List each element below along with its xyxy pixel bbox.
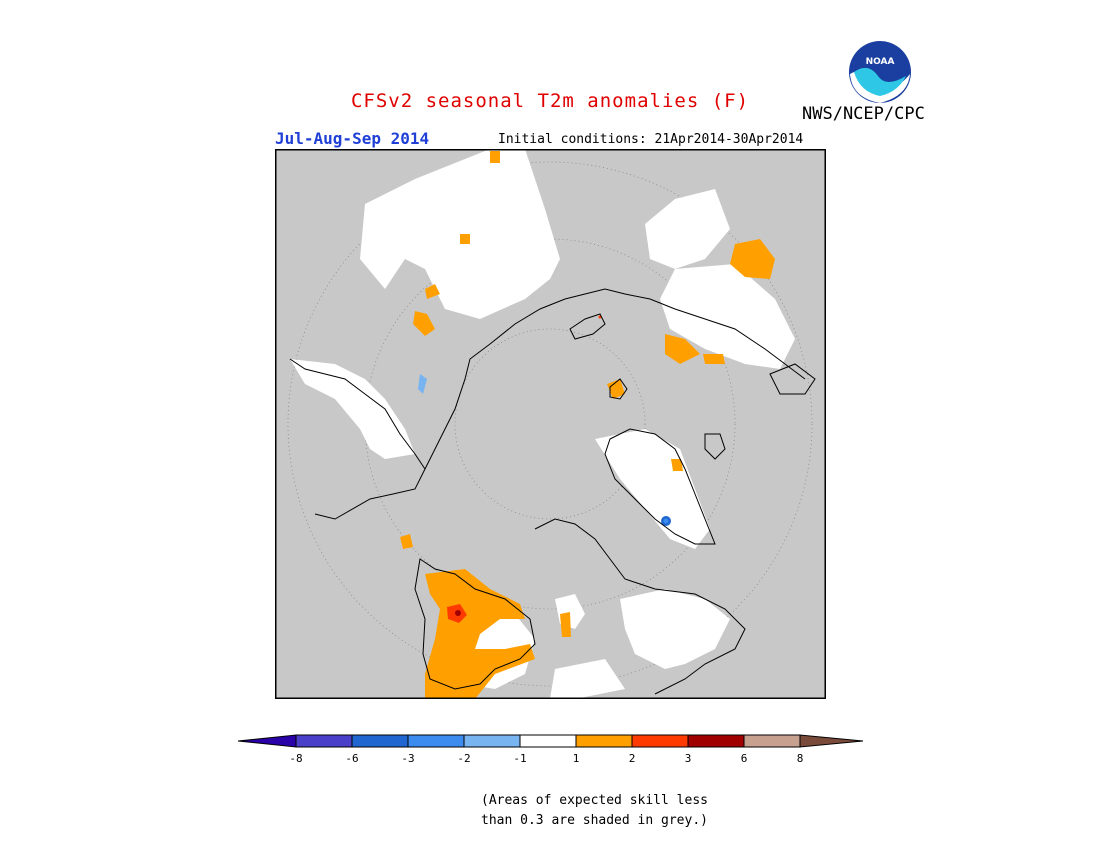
skill-note-line2: than 0.3 are shaded in grey.) — [481, 813, 708, 828]
skill-note-line1: (Areas of expected skill less — [481, 793, 708, 808]
coastline-europe — [289, 358, 426, 520]
orange-region-greenland — [671, 459, 683, 471]
colorbar-tick-label: -6 — [345, 752, 359, 765]
orange-region-siberia-small — [703, 354, 725, 364]
orange-region-hudson — [560, 612, 571, 637]
colorbar-tick-label: -3 — [401, 752, 415, 765]
coastline-north-america — [534, 518, 746, 695]
coastline-sakhalin — [569, 313, 606, 340]
colorbar-tick-label: 3 — [684, 752, 692, 765]
white-region-greenland — [595, 429, 710, 549]
coastline-new-siberian-islands — [609, 378, 628, 400]
coastline-iceland — [704, 433, 726, 460]
colorbar-tick-label: -8 — [289, 752, 303, 765]
latitude-circle-75 — [454, 328, 646, 520]
initial-conditions-label: Initial conditions: 21Apr2014-30Apr2014 — [498, 132, 804, 147]
polar-anomaly-map — [275, 149, 826, 699]
map-title: CFSv2 seasonal T2m anomalies (F) — [350, 90, 750, 112]
white-region-europe — [290, 359, 415, 459]
colorbar-segment — [631, 734, 689, 748]
coastline-eurasia-arctic — [424, 288, 806, 470]
colorbar-tick-label: 6 — [740, 752, 748, 765]
white-region-pacific — [550, 659, 625, 699]
skill-note: (Areas of expected skill less than 0.3 a… — [481, 791, 708, 831]
orange-region-east-asia — [730, 239, 775, 279]
white-region-arctic-canada — [620, 589, 730, 669]
colorbar-tick-label: -1 — [513, 752, 527, 765]
light-blue-region-europe — [418, 374, 427, 394]
orange-region-arctic-ocean — [607, 379, 625, 399]
colorbar-tick-label: 1 — [572, 752, 580, 765]
colorbar-tick-label: -2 — [457, 752, 471, 765]
noaa-logo-icon: NOAA — [849, 41, 911, 103]
colorbar-tick-label: 2 — [628, 752, 636, 765]
orange-region-top — [490, 151, 500, 163]
colorbar-segment — [743, 734, 801, 748]
colorbar-arrow-right — [799, 734, 863, 748]
orange-region-europe-north — [413, 311, 435, 336]
season-label: Jul-Aug-Sep 2014 — [275, 129, 430, 148]
coastline-alaska — [414, 558, 536, 690]
colorbar-segment — [351, 734, 409, 748]
colorbar-arrow-left — [238, 734, 297, 748]
map-frame — [275, 149, 826, 699]
white-region-asia — [645, 189, 730, 269]
orange-region-mediterranean — [460, 234, 470, 244]
colorbar-segment — [519, 734, 577, 748]
dark-red-spot-alaska — [455, 610, 461, 616]
agency-label: NWS/NCEP/CPC — [802, 104, 925, 124]
logo-text: NOAA — [866, 57, 895, 67]
orange-region-europe-small — [425, 284, 440, 299]
colorbar-segment — [687, 734, 745, 748]
latitude-circle-outer — [287, 161, 813, 687]
colorbar-segment — [463, 734, 521, 748]
colorbar-tick-label: 8 — [796, 752, 804, 765]
colorbar-segment — [295, 734, 353, 748]
orange-region-siberia-coast — [665, 334, 700, 364]
colorbar-segment — [407, 734, 465, 748]
colorbar-segment — [575, 734, 633, 748]
orange-region-pacific-small — [400, 534, 413, 549]
coastline-greenland — [604, 428, 716, 545]
white-region-siberia — [660, 264, 795, 369]
colorbar — [238, 734, 863, 748]
coastline-british-isles — [769, 363, 816, 395]
